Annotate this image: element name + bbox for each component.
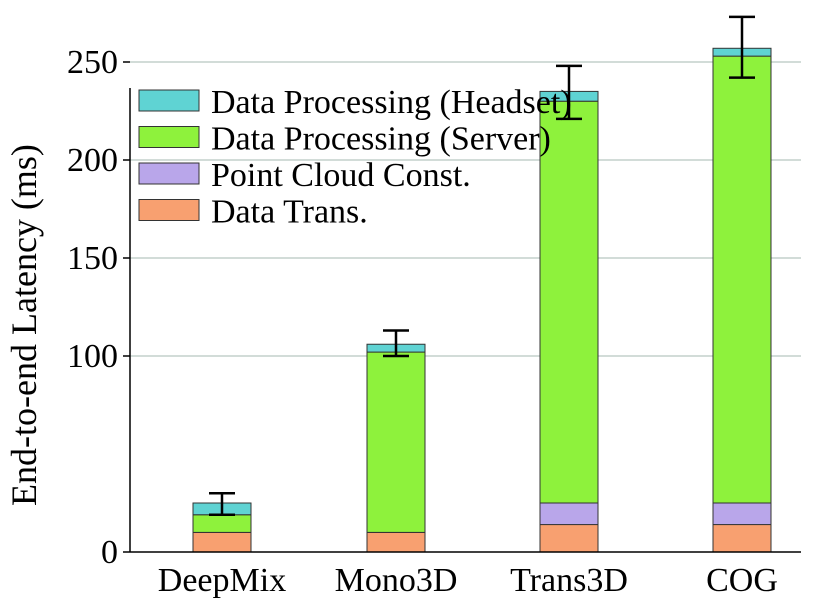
legend-item: Point Cloud Const.: [138, 157, 471, 194]
bar-segment-data-processing-server: [192, 514, 252, 533]
legend-swatch: [138, 162, 200, 185]
error-bar: [209, 491, 235, 517]
legend-swatch: [138, 89, 200, 112]
gridlines: [130, 61, 801, 357]
bar-segment-data-processing-server: [366, 351, 426, 533]
error-bars: [209, 15, 755, 517]
bar-segment-data-trans: [712, 524, 772, 553]
legend: Data Processing (Headset)Data Processing…: [138, 84, 572, 231]
y-tick-label: 150: [67, 240, 118, 277]
y-tick-label: 250: [67, 44, 118, 81]
bar-segment-point-cloud-const: [712, 502, 772, 526]
legend-item: Data Trans.: [138, 194, 368, 231]
y-tick-label: 0: [101, 534, 118, 571]
error-bar: [556, 64, 582, 121]
legend-item: Data Processing (Headset): [138, 84, 572, 121]
bars: [192, 47, 772, 553]
legend-item: Data Processing (Server): [138, 121, 551, 158]
bar-segment-data-trans: [192, 531, 252, 553]
x-tick-label: COG: [706, 562, 778, 599]
legend-label: Data Processing (Headset): [211, 84, 572, 121]
legend-label: Data Processing (Server): [211, 121, 551, 158]
x-tick-label: Trans3D: [510, 562, 628, 599]
x-ticks: DeepMix Mono3D Trans3D COG: [158, 562, 778, 599]
bar-segment-data-processing-server: [539, 100, 599, 504]
bar-segment-point-cloud-const: [539, 502, 599, 526]
error-bar: [729, 15, 755, 79]
legend-label: Point Cloud Const.: [211, 157, 471, 194]
y-tick-label: 100: [67, 338, 118, 375]
y-tick-label: 200: [67, 142, 118, 179]
error-bar: [383, 329, 409, 358]
x-tick-label: DeepMix: [158, 562, 286, 599]
y-ticks: 0 100 150 200 250: [67, 44, 130, 571]
legend-label: Data Trans.: [211, 194, 368, 231]
legend-swatch: [138, 199, 200, 221]
legend-swatch: [138, 126, 200, 148]
bar-segment-data-trans: [366, 531, 426, 553]
x-tick-label: Mono3D: [335, 562, 458, 599]
y-axis-title: End-to-end Latency (ms): [4, 144, 44, 506]
bar-segment-data-trans: [539, 524, 599, 553]
bar-segment-data-processing-server: [712, 55, 772, 504]
